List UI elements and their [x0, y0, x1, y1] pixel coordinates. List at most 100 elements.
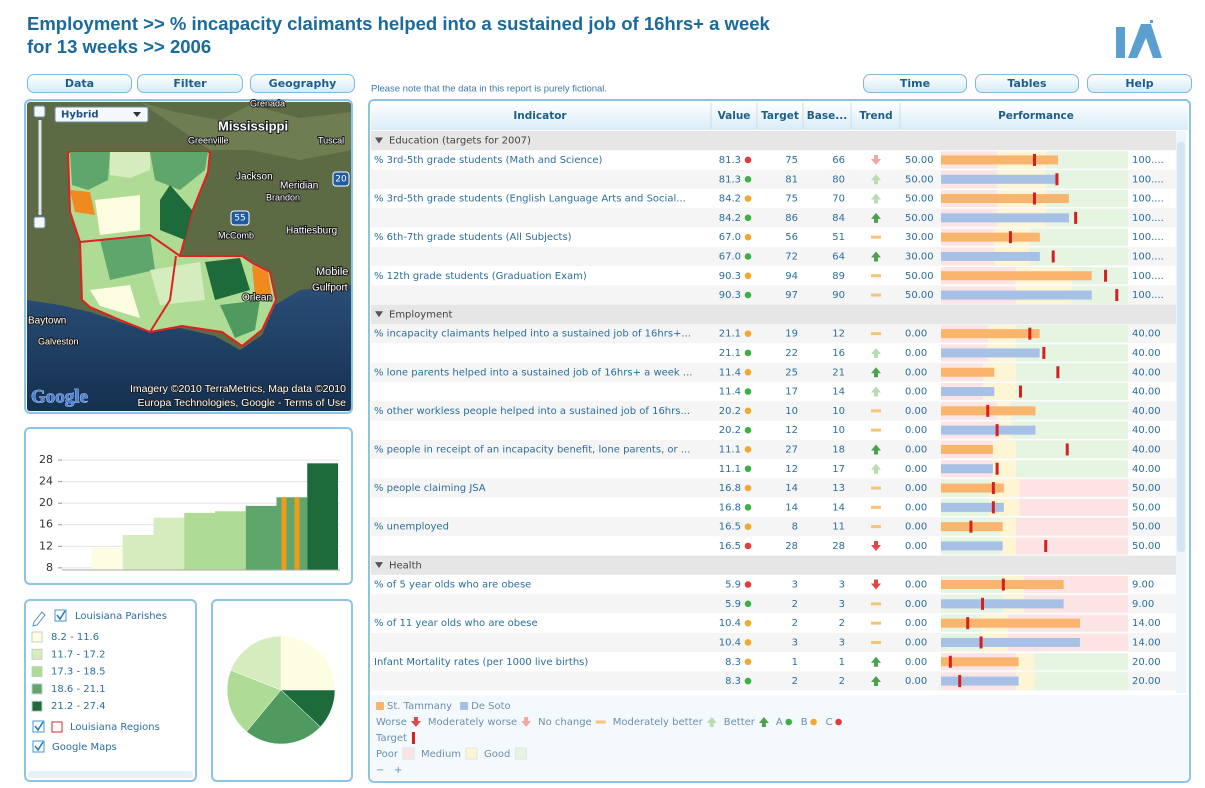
performance-bar	[941, 619, 1080, 628]
scale-max: 100....	[1132, 213, 1164, 224]
bar	[246, 506, 277, 570]
target: 2	[792, 599, 798, 610]
target-marker	[1009, 231, 1012, 243]
scale-max: 50.00	[1132, 483, 1161, 494]
column-header: Value	[718, 110, 751, 122]
group-row	[371, 556, 1176, 575]
trend-icon	[871, 525, 881, 528]
performance-band	[1016, 518, 1128, 535]
note: Please note that the data in this report…	[371, 84, 607, 95]
target-marker	[1028, 328, 1031, 340]
scale-min: 0.00	[905, 657, 927, 668]
scale-max: 40.00	[1132, 387, 1161, 398]
scale-max: 40.00	[1132, 406, 1161, 417]
legend-label: B	[801, 717, 808, 728]
zoom-in-icon[interactable]	[34, 106, 45, 117]
target: 75	[785, 155, 798, 166]
value: 5.9	[725, 599, 741, 610]
value: 81.3	[719, 174, 741, 185]
scale-min: 0.00	[905, 348, 927, 359]
bar	[184, 513, 215, 570]
baseline: 11	[832, 522, 845, 533]
button[interactable]: Time	[863, 74, 967, 93]
scale-max: 14.00	[1132, 637, 1161, 648]
trend-icon	[871, 429, 881, 432]
y-tick-label: 8	[46, 561, 53, 574]
button[interactable]: Filter	[137, 74, 243, 93]
baseline: 89	[832, 271, 845, 282]
indicator-name: % lone parents helped into a sustained j…	[374, 367, 692, 378]
target: 14	[785, 502, 798, 513]
target-marker	[986, 405, 989, 417]
scale-max: 50.00	[1132, 522, 1161, 533]
group-name: Health	[389, 560, 422, 571]
performance-band	[1001, 518, 1016, 535]
indicator-name: % of 11 year olds who are obese	[374, 618, 538, 629]
performance-band	[1016, 383, 1128, 400]
scale-max: 40.00	[1132, 425, 1161, 436]
target-marker	[992, 501, 995, 513]
scale-max: 50.00	[1132, 502, 1161, 513]
performance-band	[1016, 460, 1128, 477]
scrollbar-thumb[interactable]	[1177, 142, 1185, 552]
target-marker	[1066, 443, 1069, 455]
map-label: Mississippi	[218, 118, 288, 133]
legend-label[interactable]: +	[394, 765, 402, 776]
dashboard: GrenadaMississippiGreenvilleTuscalJackso…	[0, 0, 1205, 788]
scale-max: 40.00	[1132, 464, 1161, 475]
status-dot	[745, 446, 752, 453]
legend-label[interactable]: −	[376, 765, 384, 776]
target: 97	[785, 290, 798, 301]
legend-trend-icon	[596, 721, 606, 724]
bar	[154, 518, 185, 570]
zoom-out-icon[interactable]	[34, 217, 45, 228]
value: 16.5	[719, 522, 741, 533]
button[interactable]: Data	[27, 74, 132, 93]
value: 16.8	[719, 502, 741, 513]
target: 14	[785, 483, 798, 494]
scale-min: 0.00	[905, 329, 927, 340]
target: 17	[785, 387, 798, 398]
baseline: 10	[832, 406, 845, 417]
legend-swatch	[376, 702, 384, 710]
status-dot	[745, 485, 752, 492]
trend-icon	[871, 236, 881, 239]
button[interactable]: Tables	[975, 74, 1079, 93]
scale-min: 50.00	[905, 194, 934, 205]
performance-band	[1016, 364, 1128, 381]
value: 8.3	[725, 676, 741, 687]
status-dot	[745, 523, 752, 530]
legend-label: Better	[724, 717, 756, 728]
status-dot	[745, 234, 752, 241]
target: 27	[785, 444, 798, 455]
button[interactable]: Help	[1087, 74, 1192, 93]
target-marker	[1115, 289, 1118, 301]
legend-label: Target	[375, 733, 407, 744]
value: 11.1	[719, 464, 741, 475]
map-label: Tuscal	[318, 135, 344, 145]
scale-min: 0.00	[905, 502, 927, 513]
scale-max: 40.00	[1132, 348, 1161, 359]
value: 90.3	[719, 271, 741, 282]
baseline: 90	[832, 290, 845, 301]
value: 11.1	[719, 444, 741, 455]
trend-icon	[871, 274, 881, 277]
performance-band	[1016, 441, 1128, 458]
map-label: Grenada	[250, 98, 285, 108]
performance-band	[1035, 653, 1129, 670]
target-marker	[949, 656, 952, 668]
button[interactable]: Geography	[250, 74, 355, 93]
status-dot	[745, 504, 752, 511]
map-attribution: Imagery ©2010 TerraMetrics, Map data ©20…	[130, 383, 346, 395]
baseline: 12	[832, 329, 845, 340]
legend-label: Medium	[421, 749, 461, 760]
status-dot	[745, 176, 752, 183]
legend-label: C	[826, 717, 833, 728]
legend-label: 21.2 - 27.4	[51, 701, 106, 712]
scale-max: 100....	[1132, 155, 1164, 166]
h-scrollbar[interactable]	[28, 771, 193, 778]
legend-label: Poor	[376, 749, 399, 760]
target: 10	[785, 406, 798, 417]
map-mode[interactable]: Hybrid	[61, 110, 99, 121]
group-name: Employment	[389, 309, 452, 320]
